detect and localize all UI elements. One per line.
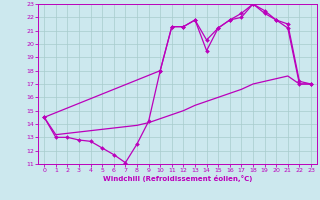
X-axis label: Windchill (Refroidissement éolien,°C): Windchill (Refroidissement éolien,°C) (103, 175, 252, 182)
